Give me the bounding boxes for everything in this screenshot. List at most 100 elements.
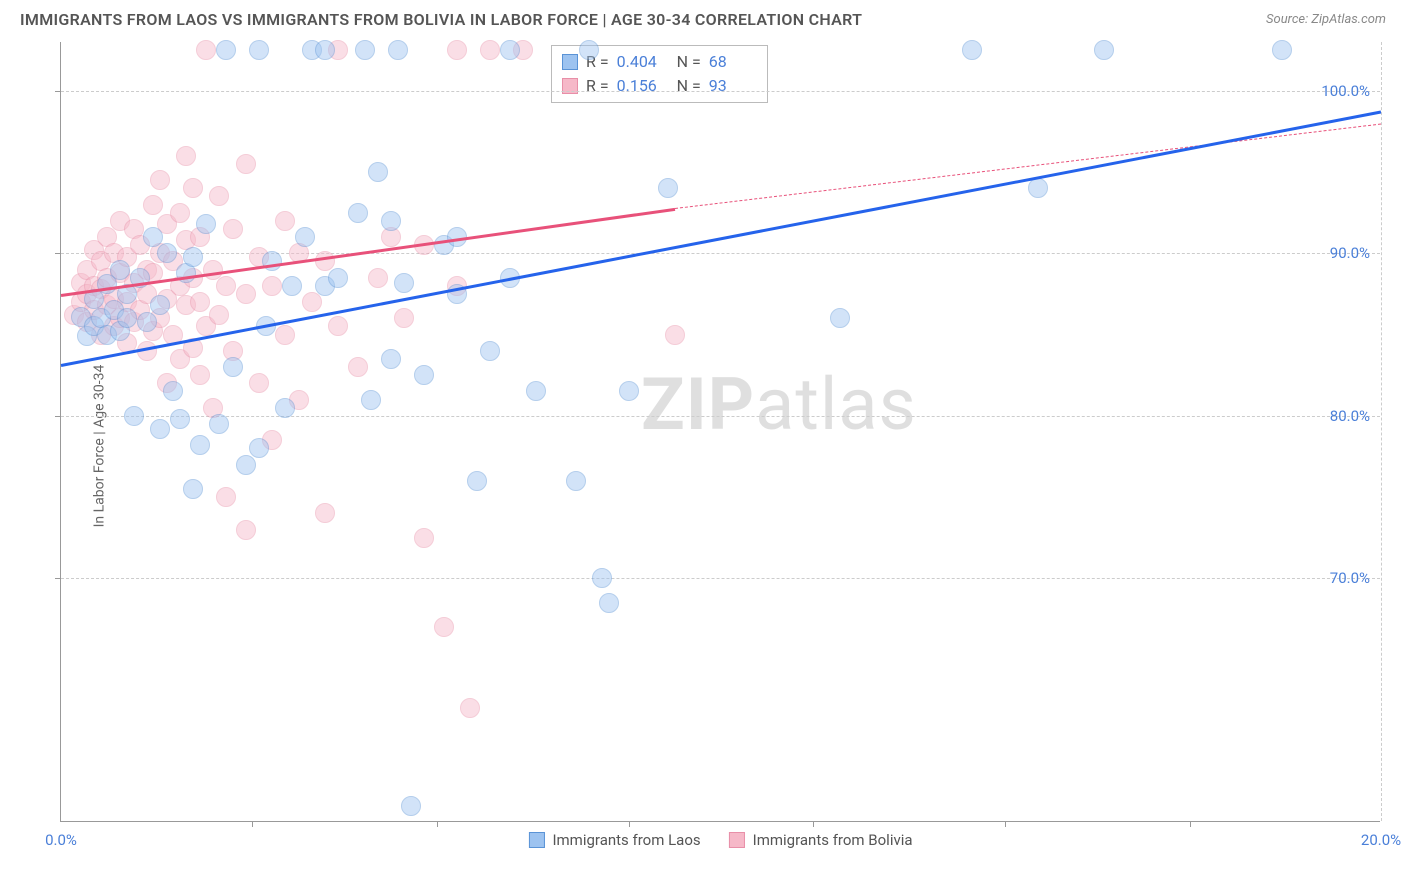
y-tick	[55, 91, 61, 92]
scatter-point	[183, 479, 203, 499]
scatter-point	[183, 178, 203, 198]
scatter-point	[190, 365, 210, 385]
scatter-point	[216, 487, 236, 507]
chart-title: IMMIGRANTS FROM LAOS VS IMMIGRANTS FROM …	[20, 10, 862, 29]
x-tick	[252, 821, 253, 827]
scatter-point	[196, 214, 216, 234]
scatter-point	[962, 40, 982, 60]
scatter-point	[295, 227, 315, 247]
scatter-point	[223, 219, 243, 239]
scatter-point	[394, 308, 414, 328]
scatter-point	[434, 617, 454, 637]
y-tick-label: 80.0%	[1330, 407, 1370, 425]
scatter-point	[414, 365, 434, 385]
title-bar: IMMIGRANTS FROM LAOS VS IMMIGRANTS FROM …	[0, 0, 1406, 37]
series-swatch	[562, 54, 578, 70]
scatter-point	[665, 325, 685, 345]
scatter-point	[355, 40, 375, 60]
scatter-chart: ZIPatlas R =0.404 N =68R =0.156 N =93 Im…	[60, 42, 1380, 822]
scatter-point	[368, 268, 388, 288]
scatter-point	[526, 381, 546, 401]
scatter-point	[262, 276, 282, 296]
scatter-point	[500, 40, 520, 60]
scatter-point	[190, 292, 210, 312]
scatter-point	[110, 260, 130, 280]
scatter-point	[388, 40, 408, 60]
scatter-point	[236, 284, 256, 304]
scatter-point	[249, 438, 269, 458]
scatter-point	[170, 203, 190, 223]
y-tick-label: 100.0%	[1321, 82, 1370, 100]
scatter-point	[467, 471, 487, 491]
legend-label: Immigrants from Bolivia	[753, 831, 913, 849]
x-tick	[813, 821, 814, 827]
scatter-point	[830, 308, 850, 328]
scatter-point	[236, 455, 256, 475]
scatter-point	[592, 568, 612, 588]
x-tick	[629, 821, 630, 827]
legend-swatch	[528, 832, 544, 848]
scatter-point	[381, 211, 401, 231]
scatter-point	[150, 295, 170, 315]
scatter-point	[216, 40, 236, 60]
scatter-point	[157, 243, 177, 263]
scatter-point	[236, 520, 256, 540]
scatter-point	[170, 409, 190, 429]
scatter-point	[619, 381, 639, 401]
scatter-point	[262, 251, 282, 271]
gridline-horizontal	[61, 416, 1380, 417]
stats-r-value: 0.156	[617, 74, 665, 98]
scatter-point	[401, 796, 421, 816]
y-tick	[55, 578, 61, 579]
scatter-point	[315, 40, 335, 60]
scatter-point	[183, 247, 203, 267]
watermark: ZIPatlas	[641, 362, 917, 447]
scatter-point	[348, 357, 368, 377]
scatter-point	[216, 276, 236, 296]
scatter-point	[566, 471, 586, 491]
scatter-point	[190, 435, 210, 455]
scatter-point	[209, 414, 229, 434]
stats-n-value: 93	[709, 74, 757, 98]
scatter-point	[150, 170, 170, 190]
scatter-point	[282, 276, 302, 296]
scatter-point	[163, 381, 183, 401]
scatter-point	[480, 40, 500, 60]
scatter-point	[302, 292, 322, 312]
scatter-point	[480, 341, 500, 361]
scatter-point	[275, 325, 295, 345]
scatter-point	[124, 406, 144, 426]
y-tick-label: 90.0%	[1330, 244, 1370, 262]
scatter-point	[328, 316, 348, 336]
trend-line	[61, 110, 1381, 366]
scatter-point	[579, 40, 599, 60]
scatter-point	[447, 40, 467, 60]
legend-label: Immigrants from Laos	[552, 831, 700, 849]
scatter-point	[209, 305, 229, 325]
scatter-point	[315, 503, 335, 523]
scatter-point	[143, 195, 163, 215]
x-tick-label: 0.0%	[45, 831, 77, 849]
scatter-point	[394, 273, 414, 293]
gridline-horizontal	[61, 578, 1380, 579]
x-tick	[437, 821, 438, 827]
scatter-point	[328, 268, 348, 288]
scatter-point	[209, 186, 229, 206]
stats-row: R =0.156 N =93	[562, 74, 757, 98]
y-tick	[55, 253, 61, 254]
scatter-point	[1094, 40, 1114, 60]
legend-item: Immigrants from Bolivia	[729, 831, 913, 849]
scatter-point	[249, 373, 269, 393]
scatter-point	[236, 154, 256, 174]
y-tick	[55, 416, 61, 417]
y-tick-label: 70.0%	[1330, 569, 1370, 587]
scatter-point	[196, 40, 216, 60]
x-tick	[1005, 821, 1006, 827]
scatter-point	[275, 211, 295, 231]
scatter-point	[381, 349, 401, 369]
gridline-horizontal	[61, 91, 1380, 92]
scatter-point	[117, 308, 137, 328]
scatter-point	[414, 528, 434, 548]
scatter-point	[1028, 178, 1048, 198]
stats-n-value: 68	[709, 50, 757, 74]
